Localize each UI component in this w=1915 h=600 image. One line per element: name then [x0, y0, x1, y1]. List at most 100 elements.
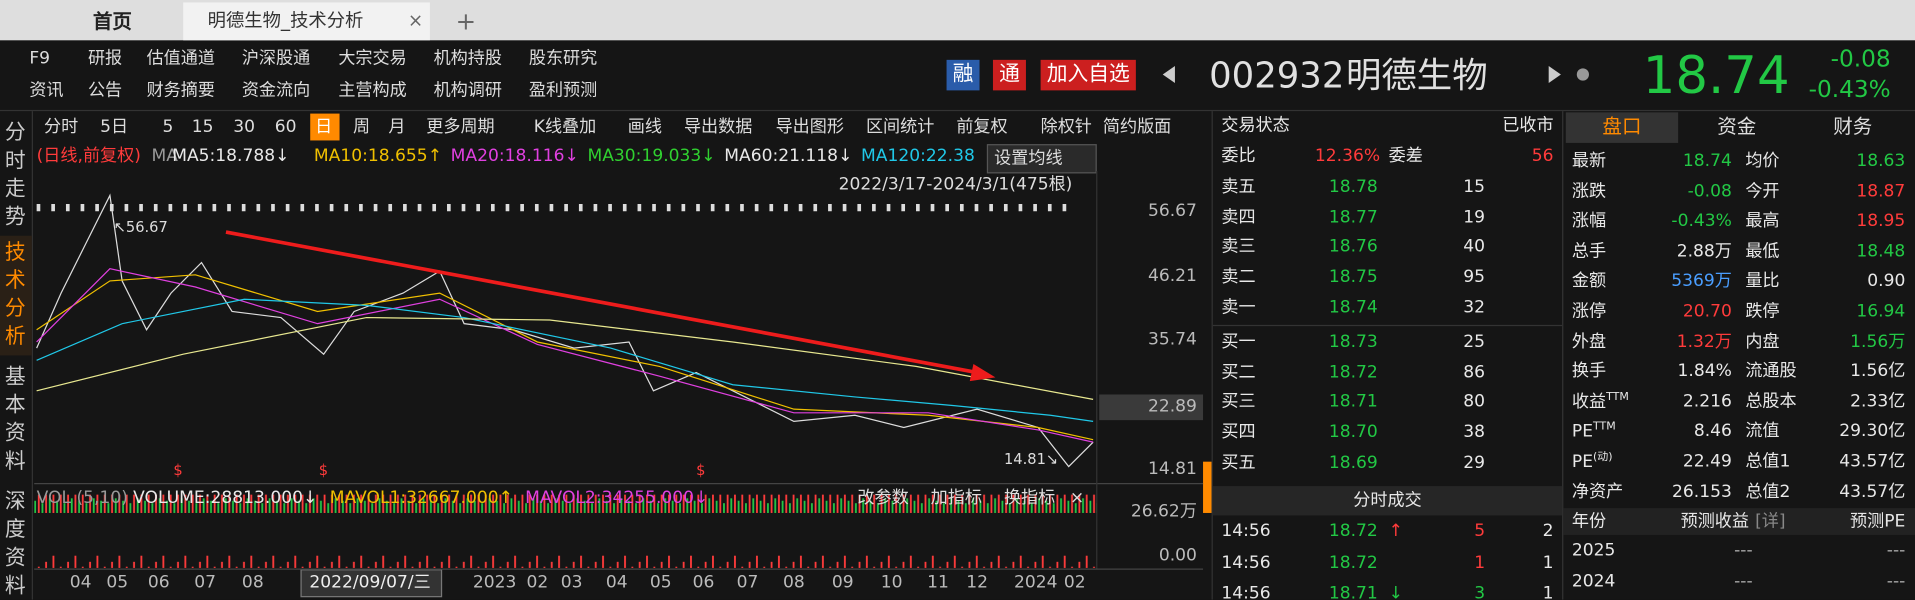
ratio: 12.36% — [1314, 146, 1381, 167]
diff-label: 委差 — [1388, 146, 1423, 167]
level-price: 18.74 — [1328, 297, 1378, 318]
level-volume: 15 — [1463, 177, 1485, 197]
ma-value: MA60:21.118↓ — [724, 146, 853, 167]
stat-label: 流通股 — [1745, 361, 1797, 382]
ma-mode: (日线,前复权) — [36, 146, 141, 167]
side-tab[interactable]: 基本资料 — [4, 365, 26, 474]
active-tab[interactable] — [183, 2, 430, 41]
badge[interactable]: 融 — [946, 59, 980, 91]
level-price: 18.69 — [1328, 452, 1378, 473]
vol-button[interactable]: 加指标 — [930, 488, 982, 509]
side-tab[interactable]: 深度资料 — [4, 489, 26, 599]
vol-button[interactable]: 改参数 — [857, 488, 909, 509]
menu-item[interactable]: 大宗交易 — [338, 48, 407, 69]
menu-item[interactable]: 主营构成 — [338, 80, 407, 101]
vol-value: MAVOL1:32667.000↑ — [329, 488, 513, 509]
trade-time: 14:56 — [1221, 552, 1271, 573]
ma-label: MA — [151, 146, 178, 167]
menu-item[interactable]: 资讯 — [29, 80, 64, 101]
x-axis-label: 2023 — [472, 572, 517, 593]
stat-label: 收益TTM — [1571, 391, 1629, 412]
trade-count: 1 — [1542, 583, 1554, 600]
prev-stock[interactable] — [1162, 65, 1175, 84]
toolbar-item[interactable]: 导出图形 — [775, 117, 844, 137]
panel-tab[interactable]: 财务 — [1833, 114, 1873, 139]
x-axis-label: 05 — [649, 572, 672, 593]
toolbar-item[interactable]: 月 — [388, 117, 406, 137]
next-stock[interactable] — [1548, 65, 1561, 84]
stat-label: 外盘 — [1571, 331, 1607, 352]
toolbar-item[interactable]: 30 — [233, 117, 256, 137]
vol-value: MAVOL2:34255.000↓ — [525, 488, 709, 509]
tab-add[interactable]: + — [455, 6, 477, 36]
level-price: 18.75 — [1328, 267, 1378, 288]
add-watchlist[interactable]: 加入自选 — [1040, 59, 1136, 91]
menu-item[interactable]: F9 — [29, 48, 51, 69]
vol-button[interactable]: 换指标 — [1003, 488, 1056, 509]
tab-close[interactable]: × — [407, 9, 424, 32]
x-axis-label: 07 — [194, 572, 217, 593]
forecast-header: 预测收益 — [1680, 511, 1749, 532]
panel-tab[interactable]: 盘口 — [1602, 114, 1642, 139]
menu-item[interactable]: 沪深股通 — [241, 48, 311, 69]
forecast-year: 2025 — [1571, 541, 1616, 561]
menu-item[interactable]: 估值通道 — [146, 48, 215, 69]
stat-value: 5369万 — [1671, 271, 1732, 292]
menu-item[interactable]: 股东研究 — [528, 48, 598, 69]
stat-label: PE(动) — [1571, 451, 1613, 472]
level-price: 18.76 — [1328, 237, 1378, 257]
toolbar-item[interactable]: 画线 — [627, 117, 662, 137]
stat-label: 均价 — [1745, 151, 1780, 171]
ma-settings[interactable]: 设置均线 — [994, 149, 1063, 169]
level-price: 18.73 — [1328, 332, 1378, 352]
stat-label: 量比 — [1745, 271, 1780, 292]
menu-item[interactable]: 公告 — [87, 80, 123, 101]
toolbar-item[interactable]: 分时 — [43, 117, 79, 137]
toolbar-item[interactable]: 简约版面 — [1102, 117, 1172, 137]
side-tab[interactable]: 技术分析 — [4, 240, 26, 350]
menu-item[interactable]: 财务摘要 — [146, 80, 215, 101]
divider — [1562, 111, 1564, 600]
stat-value: 1.84% — [1677, 361, 1732, 382]
menu-item[interactable]: 机构持股 — [433, 48, 502, 69]
home-tab[interactable]: 首页 — [92, 9, 132, 33]
toolbar-item[interactable]: 更多周期 — [426, 117, 495, 137]
toolbar-item[interactable]: K线叠加 — [533, 117, 597, 137]
toolbar-item[interactable]: 除权针 — [1040, 117, 1092, 137]
toolbar-item[interactable]: 周 — [352, 117, 371, 137]
toolbar-item[interactable]: 日 — [315, 117, 333, 137]
level-volume: 19 — [1463, 207, 1485, 227]
toolbar-item[interactable]: 前复权 — [956, 117, 1008, 137]
toolbar-item[interactable]: 5日 — [100, 117, 129, 137]
toolbar-item[interactable]: 5 — [162, 117, 174, 137]
toolbar-item[interactable]: 60 — [274, 117, 297, 137]
ma-settings-box[interactable] — [986, 144, 1097, 174]
menu-item[interactable]: 机构调研 — [433, 80, 502, 101]
trade-price: 18.71 — [1328, 583, 1378, 600]
badge[interactable]: 通 — [992, 59, 1026, 91]
forecast-pe: --- — [1886, 541, 1906, 561]
menu-item[interactable]: 资金流向 — [241, 80, 311, 101]
panel-tab[interactable]: 资金 — [1717, 114, 1757, 139]
menu-item[interactable]: 研报 — [87, 48, 123, 69]
x-axis-label: 02 — [1063, 572, 1086, 593]
toolbar-item[interactable]: 导出数据 — [683, 117, 753, 137]
side-tab[interactable]: 分时走势 — [4, 120, 26, 230]
tab-title[interactable]: 明德生物_技术分析 — [207, 9, 364, 32]
alert-bell[interactable] — [1576, 68, 1589, 81]
level-volume: 25 — [1463, 332, 1485, 352]
stat-label: 今开 — [1745, 181, 1780, 202]
vol-button[interactable]: × — [1069, 488, 1085, 509]
splitter[interactable] — [1203, 461, 1212, 513]
toolbar-item[interactable]: 区间统计 — [865, 117, 935, 137]
forecast-header: 预测PE — [1849, 511, 1906, 532]
trades-header — [1212, 486, 1563, 516]
menu-item[interactable]: 盈利预测 — [528, 80, 598, 101]
stat-value: 2.216 — [1682, 391, 1732, 412]
stat-label-sup: TTM — [1606, 391, 1629, 404]
stat-value: 18.63 — [1856, 151, 1906, 171]
stat-value: 2.33亿 — [1850, 391, 1906, 412]
price-axis-label: 22.89 — [1147, 396, 1197, 417]
toolbar-item[interactable]: 15 — [191, 117, 214, 137]
